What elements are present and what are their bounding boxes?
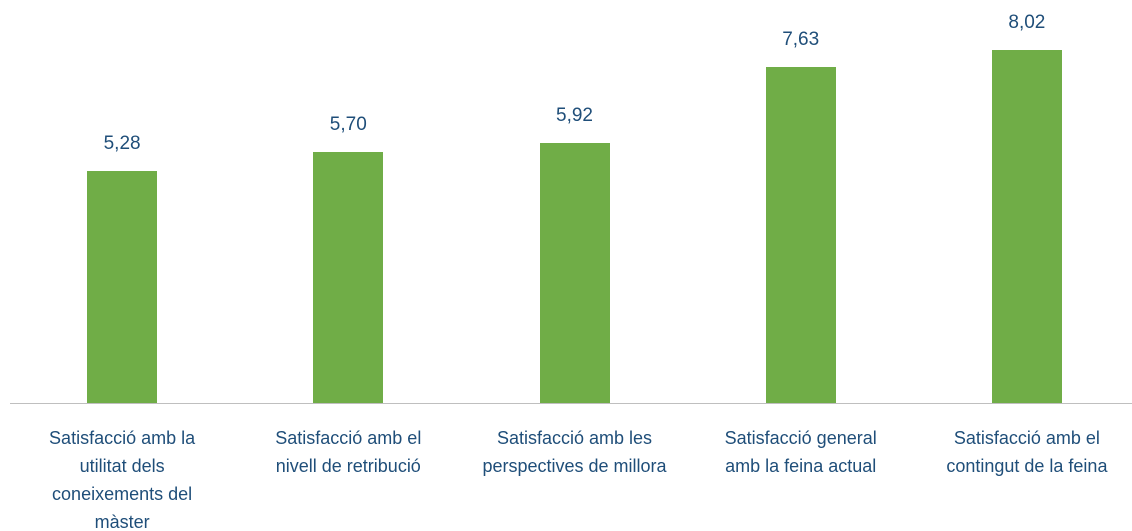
x-tick-label: Satisfacció amb la utilitat dels coneixe… [49,428,196,531]
x-axis-line [10,403,1132,404]
data-label: 7,63 [782,29,820,51]
bar [765,67,836,403]
x-tick-label: Satisfacció amb les perspectives de mill… [482,428,667,476]
x-tick-label: Satisfacció amb el nivell de retribució [275,428,422,476]
data-label: 5,92 [556,104,593,126]
data-label: 5,70 [329,114,367,136]
x-tick-label: Satisfacció amb el contingut de la feina [946,428,1108,476]
bar [991,50,1062,403]
data-label: 5,28 [103,132,141,154]
bar [87,170,158,403]
data-label: 8,02 [1008,12,1046,34]
x-tick-label: Satisfacció general amb la feina actual [724,428,877,476]
bar [539,142,610,403]
bar [313,152,384,403]
